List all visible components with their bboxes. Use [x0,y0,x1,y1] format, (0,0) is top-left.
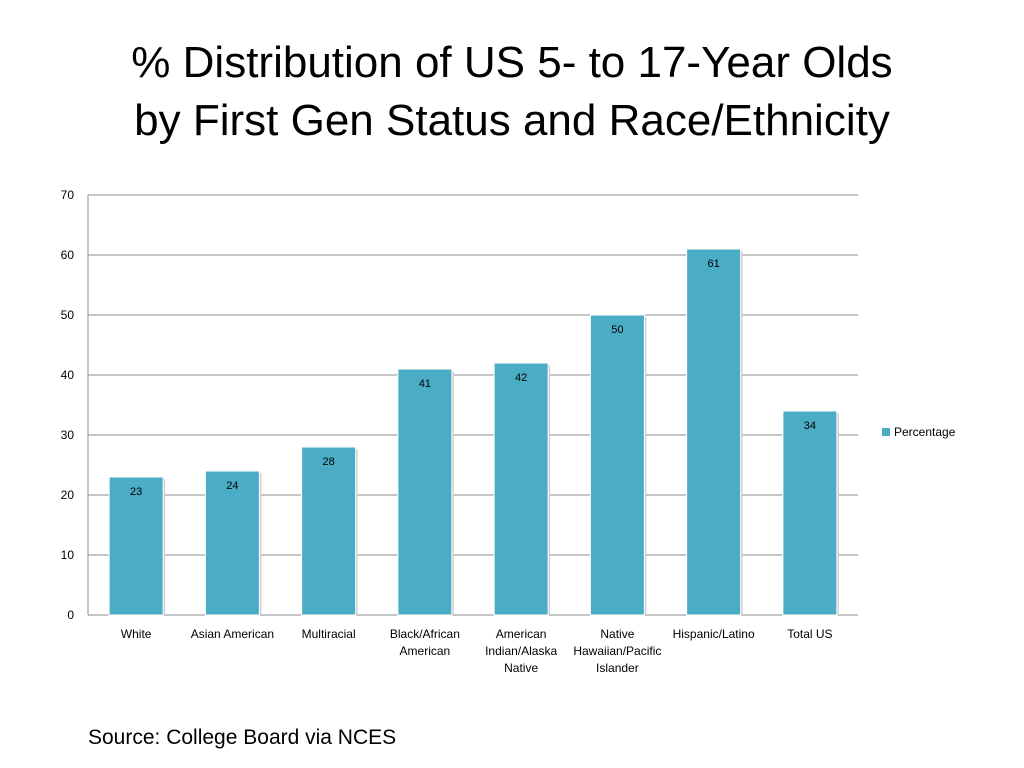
y-tick-label: 0 [67,608,74,622]
y-tick-label: 60 [61,248,75,262]
chart-title: % Distribution of US 5- to 17-Year Olds … [0,34,1024,150]
bar [108,476,164,616]
y-tick-label: 20 [61,488,75,502]
data-label: 34 [804,420,816,432]
legend-label: Percentage [894,425,956,439]
bar [589,314,645,616]
y-tick-label: 30 [61,428,75,442]
x-tick-label: Asian American [191,627,274,641]
data-label: 61 [708,258,720,270]
data-label: 41 [419,378,431,390]
source-note: Source: College Board via NCES [88,726,397,749]
x-tick-label: Hispanic/Latino [673,627,755,641]
data-label: 50 [611,324,623,336]
bar [493,362,549,616]
x-tick-label: Multiracial [302,627,356,641]
bar [686,248,742,616]
x-tick-label: Native Hawaiian/Pacific Islander [573,627,661,675]
bar-chart: 0 10 20 30 40 50 60 70 23 White 24 Asian American 28… [61,188,956,675]
bar [782,410,838,616]
bar [397,368,453,616]
x-tick-label: Black/African American [390,627,460,658]
x-tick-label: White [121,627,152,641]
y-tick-label: 50 [61,308,75,322]
bar [301,446,357,616]
chart-title-line-2: by First Gen Status and Race/Ethnicity [134,96,890,145]
data-label: 28 [323,456,335,468]
y-tick-label: 40 [61,368,75,382]
data-label: 42 [515,372,527,384]
chart-title-line-1: % Distribution of US 5- to 17-Year Olds [131,38,893,87]
data-label: 23 [130,486,142,498]
x-tick-label: American Indian/Alaska Native [485,627,557,675]
data-label: 24 [226,480,238,492]
bar [204,470,260,616]
y-tick-label: 70 [61,188,75,202]
y-tick-label: 10 [61,548,75,562]
x-tick-label: Total US [787,627,832,641]
legend-swatch [882,428,890,436]
